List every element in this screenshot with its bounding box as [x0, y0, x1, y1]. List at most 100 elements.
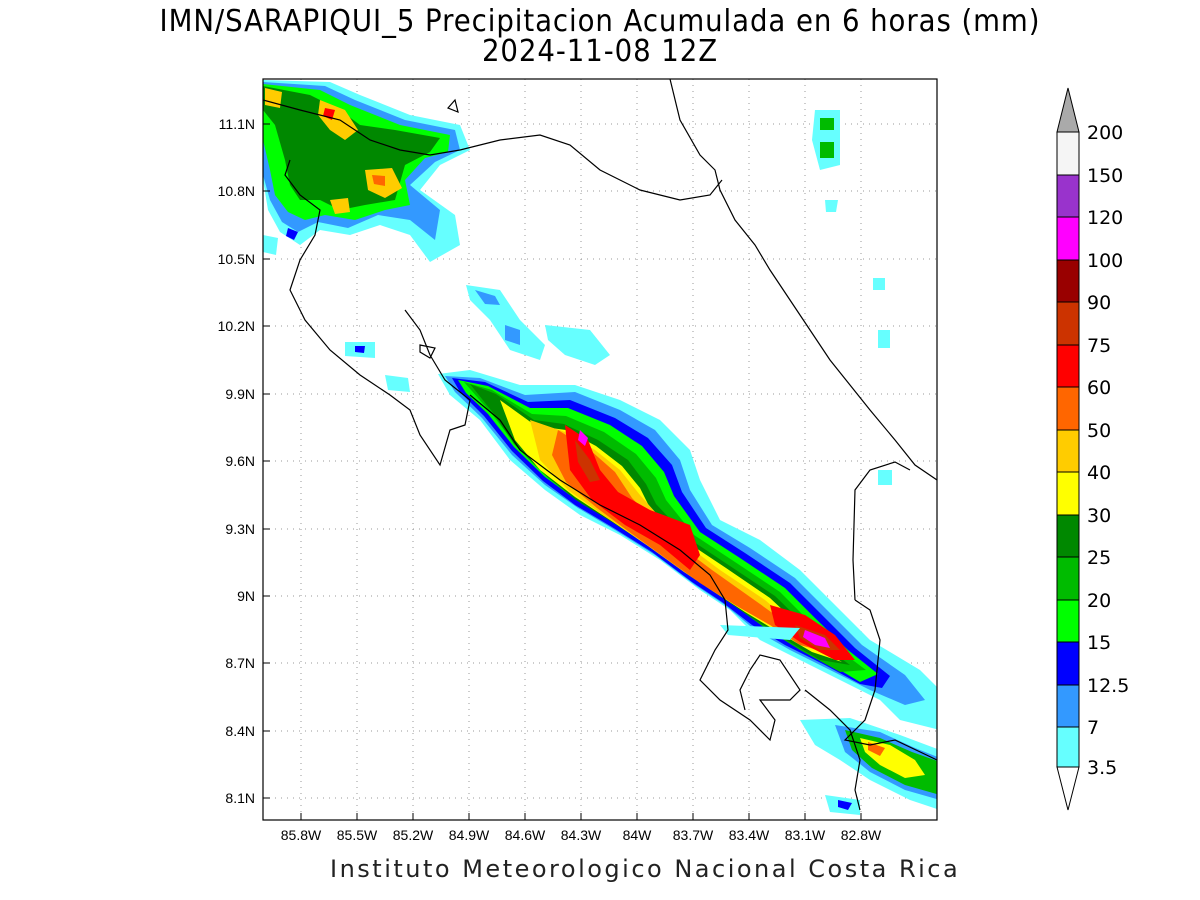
panama-border-south: [843, 599, 937, 761]
x-tick-label: 83.1W: [785, 827, 826, 843]
colorbar-label: 60: [1087, 377, 1111, 399]
precip-cell: [878, 470, 892, 485]
colorbar-swatch: [1056, 259, 1080, 303]
x-tick-label: 82.8W: [841, 827, 882, 843]
pacific-coast-north: [284, 159, 471, 467]
y-tick-label: 9.3N: [225, 521, 255, 537]
colorbar-label: 30: [1087, 505, 1111, 527]
colorbar-label: 120: [1087, 207, 1123, 229]
precip-cell: [545, 325, 610, 365]
colorbar-label: 200: [1087, 122, 1123, 144]
y-tick-label: 9.6N: [225, 453, 255, 469]
precip-cell: [355, 346, 365, 353]
colorbar: 200 150 120 100 90 75 60 50 40 30 25 20 …: [1056, 87, 1129, 811]
y-tick-label: 9N: [237, 588, 255, 604]
colorbar-label: 20: [1087, 590, 1111, 612]
precip-cell: [873, 278, 885, 290]
precip-southeast-band: [800, 718, 937, 815]
colorbar-swatch: [1056, 174, 1080, 218]
x-tick-label: 85.8W: [281, 827, 322, 843]
coastline: [263, 79, 937, 811]
x-tick-label: 84W: [623, 827, 653, 843]
y-tick-label: 10.5N: [218, 251, 255, 267]
precip-contour-60: [565, 425, 700, 570]
nicaragua-border: [263, 99, 723, 201]
title-line-2: 2024-11-08 12Z: [481, 34, 719, 69]
precip-contour-75: [575, 440, 600, 482]
y-tick-label: 8.1N: [225, 790, 255, 806]
colorbar-label: 150: [1087, 165, 1123, 187]
colorbar-label: 90: [1087, 292, 1111, 314]
y-tick-label: 10.2N: [218, 318, 255, 334]
precip-cell: [820, 118, 834, 130]
colorbar-label: 15: [1087, 632, 1111, 654]
pacific-coast-south: [469, 394, 801, 742]
precip-cell: [385, 375, 410, 392]
precipitation-field: [263, 80, 937, 815]
x-tick-label: 84.6W: [505, 827, 546, 843]
precip-cell: [820, 142, 834, 158]
colorbar-swatch: [1056, 556, 1080, 601]
x-tick-label: 83.4W: [729, 827, 770, 843]
island: [446, 98, 459, 113]
precip-contour-3.5: [263, 235, 278, 255]
precip-main-band: [438, 370, 937, 730]
y-tick-label: 8.4N: [225, 723, 255, 739]
precip-contour-12.5: [838, 800, 852, 810]
colorbar-swatch: [1056, 429, 1080, 473]
x-tick-label: 84.3W: [561, 827, 602, 843]
colorbar-label: 12.5: [1087, 675, 1129, 697]
colorbar-label: 75: [1087, 335, 1111, 357]
precip-contour-50: [868, 742, 885, 756]
x-tick-label: 85.2W: [393, 827, 434, 843]
colorbar-swatch: [1056, 599, 1080, 643]
colorbar-swatch: [1056, 471, 1080, 516]
precip-cell: [475, 290, 500, 305]
precip-northwest-cluster: [263, 80, 470, 262]
colorbar-top-arrow: [1056, 87, 1080, 133]
caribbean-coast: [669, 79, 937, 481]
colorbar-swatch: [1056, 131, 1080, 176]
y-tick-label: 9.9N: [225, 386, 255, 402]
precip-scattered-cells: [345, 110, 892, 640]
map-frame: [262, 78, 938, 821]
colorbar-swatch: [1056, 514, 1080, 558]
colorbar-label: 40: [1087, 462, 1111, 484]
precip-contour-120b: [578, 430, 588, 446]
x-tick-label: 85.5W: [337, 827, 378, 843]
colorbar-label: 3.5: [1087, 757, 1117, 779]
precip-contour-120: [803, 630, 830, 648]
colorbar-swatch: [1056, 216, 1080, 261]
colorbar-label: 25: [1087, 547, 1111, 569]
y-axis: 11.1N 10.8N 10.5N 10.2N 9.9N 9.6N 9.3N 9…: [218, 116, 270, 806]
y-tick-label: 10.8N: [218, 183, 255, 199]
x-axis: 85.8W 85.5W 85.2W 84.9W 84.6W 84.3W 84W …: [281, 813, 882, 843]
colorbar-swatch: [1056, 344, 1080, 388]
colorbar-swatch: [1056, 641, 1080, 686]
colorbar-swatch: [1056, 726, 1080, 768]
footer-credit: Instituto Meteorologico Nacional Costa R…: [330, 855, 961, 883]
x-tick-label: 83.7W: [673, 827, 714, 843]
precip-cell: [505, 325, 520, 345]
colorbar-label: 50: [1087, 420, 1111, 442]
y-tick-label: 8.7N: [225, 655, 255, 671]
nicoya-gulf: [419, 344, 436, 359]
precip-contour-12.5: [286, 228, 298, 240]
precip-contour-60b: [372, 175, 385, 186]
precip-cell: [825, 200, 838, 212]
colorbar-label: 7: [1087, 717, 1099, 739]
colorbar-swatch: [1056, 301, 1080, 346]
colorbar-bottom-arrow: [1056, 766, 1080, 811]
y-tick-label: 11.1N: [219, 116, 255, 132]
precip-contour-40c: [330, 198, 350, 214]
x-tick-label: 84.9W: [449, 827, 490, 843]
precip-cell: [720, 625, 800, 640]
precip-cell: [878, 330, 890, 348]
title-line-1: IMN/SARAPIQUI_5 Precipitacion Acumulada …: [159, 4, 1041, 39]
precip-contour-50: [552, 430, 825, 652]
precip-contour-40d: [265, 88, 282, 108]
colorbar-swatch: [1056, 684, 1080, 728]
colorbar-swatch: [1056, 386, 1080, 431]
colorbar-label: 100: [1087, 250, 1123, 272]
